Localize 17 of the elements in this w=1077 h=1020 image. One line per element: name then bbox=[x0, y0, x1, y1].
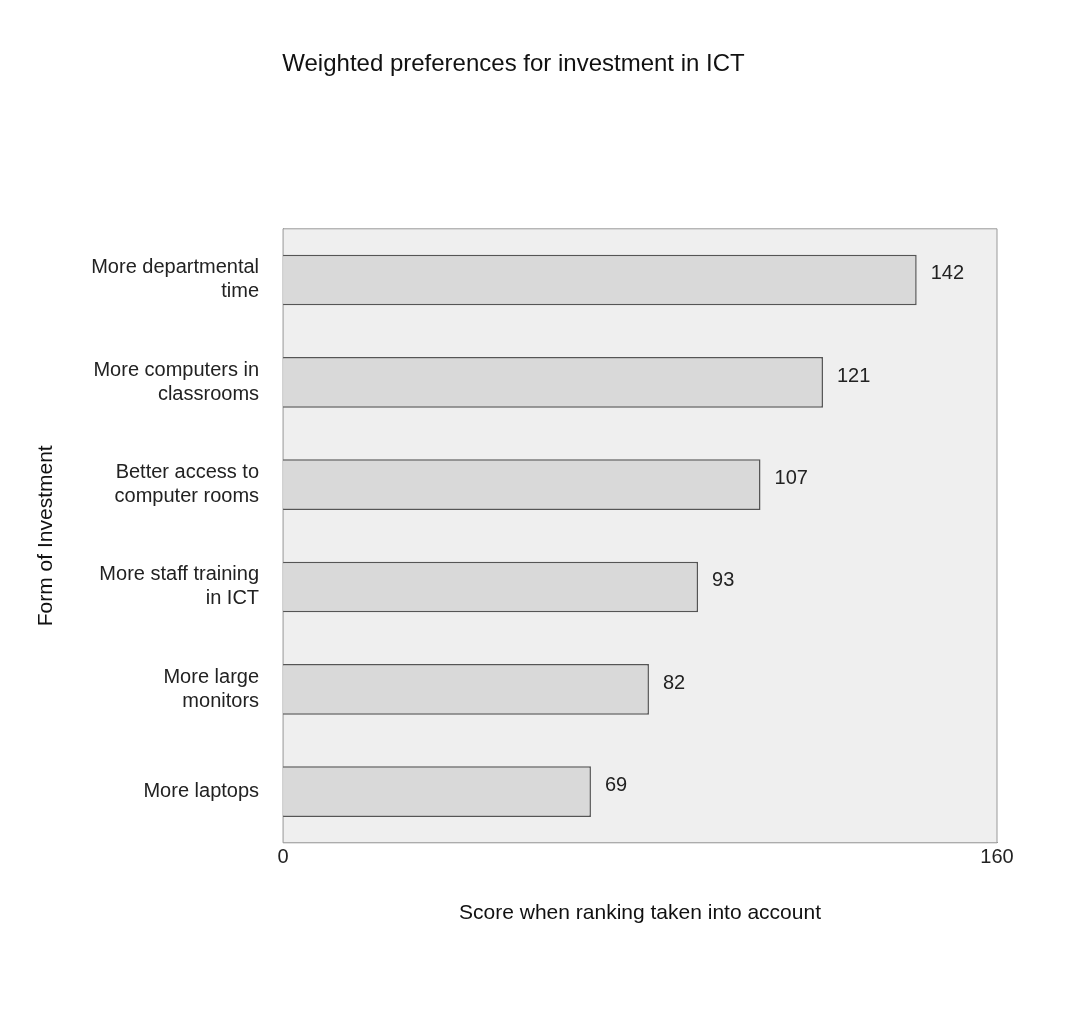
data-label: 69 bbox=[604, 773, 628, 796]
y-tick-label: More staff training in ICT bbox=[99, 562, 260, 609]
y-tick-label: More departmental time bbox=[91, 255, 260, 302]
data-label: 121 bbox=[836, 363, 871, 386]
y-tick-label: Better access to computer rooms bbox=[114, 460, 260, 507]
x-tick-label: 160 bbox=[980, 845, 1014, 868]
data-label: 142 bbox=[930, 261, 965, 284]
data-label: 82 bbox=[662, 670, 686, 693]
chart-title: Weighted preferences for investment in ICT bbox=[282, 49, 746, 77]
y-axis-title: Form of Investment bbox=[33, 445, 57, 627]
data-label: 107 bbox=[774, 466, 808, 489]
y-tick-label: More computers in classrooms bbox=[93, 357, 260, 404]
y-tick-label: More large monitors bbox=[163, 664, 260, 711]
y-tick-label: More laptops bbox=[143, 779, 260, 802]
x-axis-title: Score when ranking taken into account bbox=[459, 900, 822, 924]
data-label: 93 bbox=[712, 568, 735, 591]
x-tick-label: 0 bbox=[277, 845, 289, 868]
